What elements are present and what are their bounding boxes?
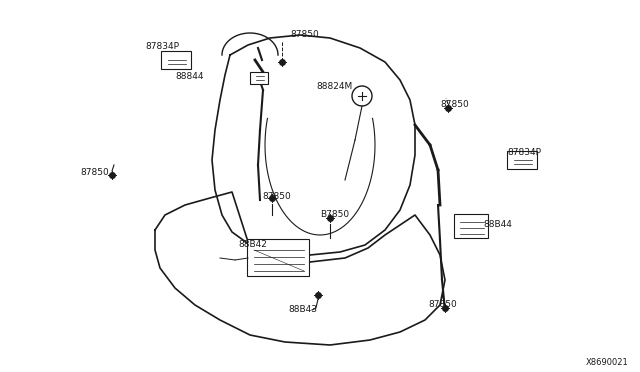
Text: 87834P: 87834P	[145, 42, 179, 51]
Text: 87834P: 87834P	[507, 148, 541, 157]
FancyBboxPatch shape	[507, 151, 537, 169]
Text: B7850: B7850	[320, 210, 349, 219]
FancyBboxPatch shape	[247, 239, 309, 276]
Text: 88B42: 88B42	[238, 240, 267, 249]
Text: 87850: 87850	[290, 30, 319, 39]
Text: 88B44: 88B44	[483, 220, 512, 229]
FancyBboxPatch shape	[454, 214, 488, 238]
Text: 88824M: 88824M	[316, 82, 352, 91]
FancyBboxPatch shape	[161, 51, 191, 69]
Text: 87850: 87850	[262, 192, 291, 201]
Text: 88B43: 88B43	[288, 305, 317, 314]
Bar	[250, 72, 268, 84]
Text: 87850: 87850	[80, 168, 109, 177]
Text: 87850: 87850	[428, 300, 457, 309]
Text: 88844: 88844	[175, 72, 204, 81]
Text: 87850: 87850	[440, 100, 468, 109]
Text: X8690021: X8690021	[585, 358, 628, 367]
